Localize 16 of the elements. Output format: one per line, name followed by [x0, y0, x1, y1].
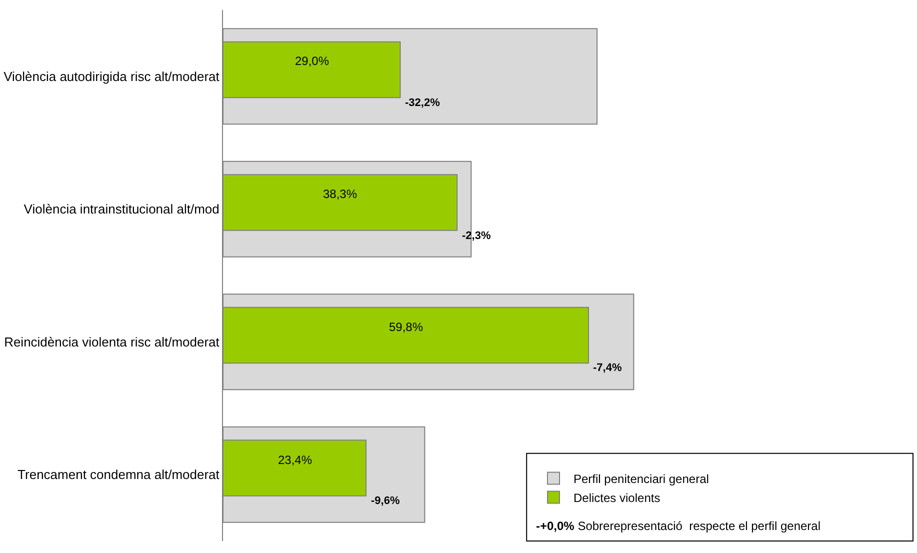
- annotation: -7,4%: [593, 362, 622, 374]
- data-label: 59,8%: [389, 320, 424, 334]
- annotation: -+0,0%: [536, 519, 575, 533]
- data-label: 38,3%: [323, 187, 358, 201]
- legend-label: Delictes violents: [574, 490, 660, 505]
- annotation: Sobrerepresentació respecte el perfil general: [578, 519, 820, 533]
- annotation: -9,6%: [371, 495, 400, 507]
- y-tick-label: Violència intrainstitucional alt/mod: [24, 202, 220, 217]
- annotation: -32,2%: [405, 97, 440, 109]
- data-label: 29,0%: [295, 54, 330, 68]
- data-label: 23,4%: [278, 453, 312, 467]
- y-tick-label: Violència autodirigida risc alt/moderat: [4, 68, 220, 84]
- annotation: -2,3%: [462, 230, 491, 242]
- y-tick-label: Reincidència violenta risc alt/moderat: [4, 334, 220, 350]
- y-tick-label: Trencament condemna alt/moderat: [18, 467, 220, 482]
- legend-label: Perfil penitenciari general: [574, 472, 709, 486]
